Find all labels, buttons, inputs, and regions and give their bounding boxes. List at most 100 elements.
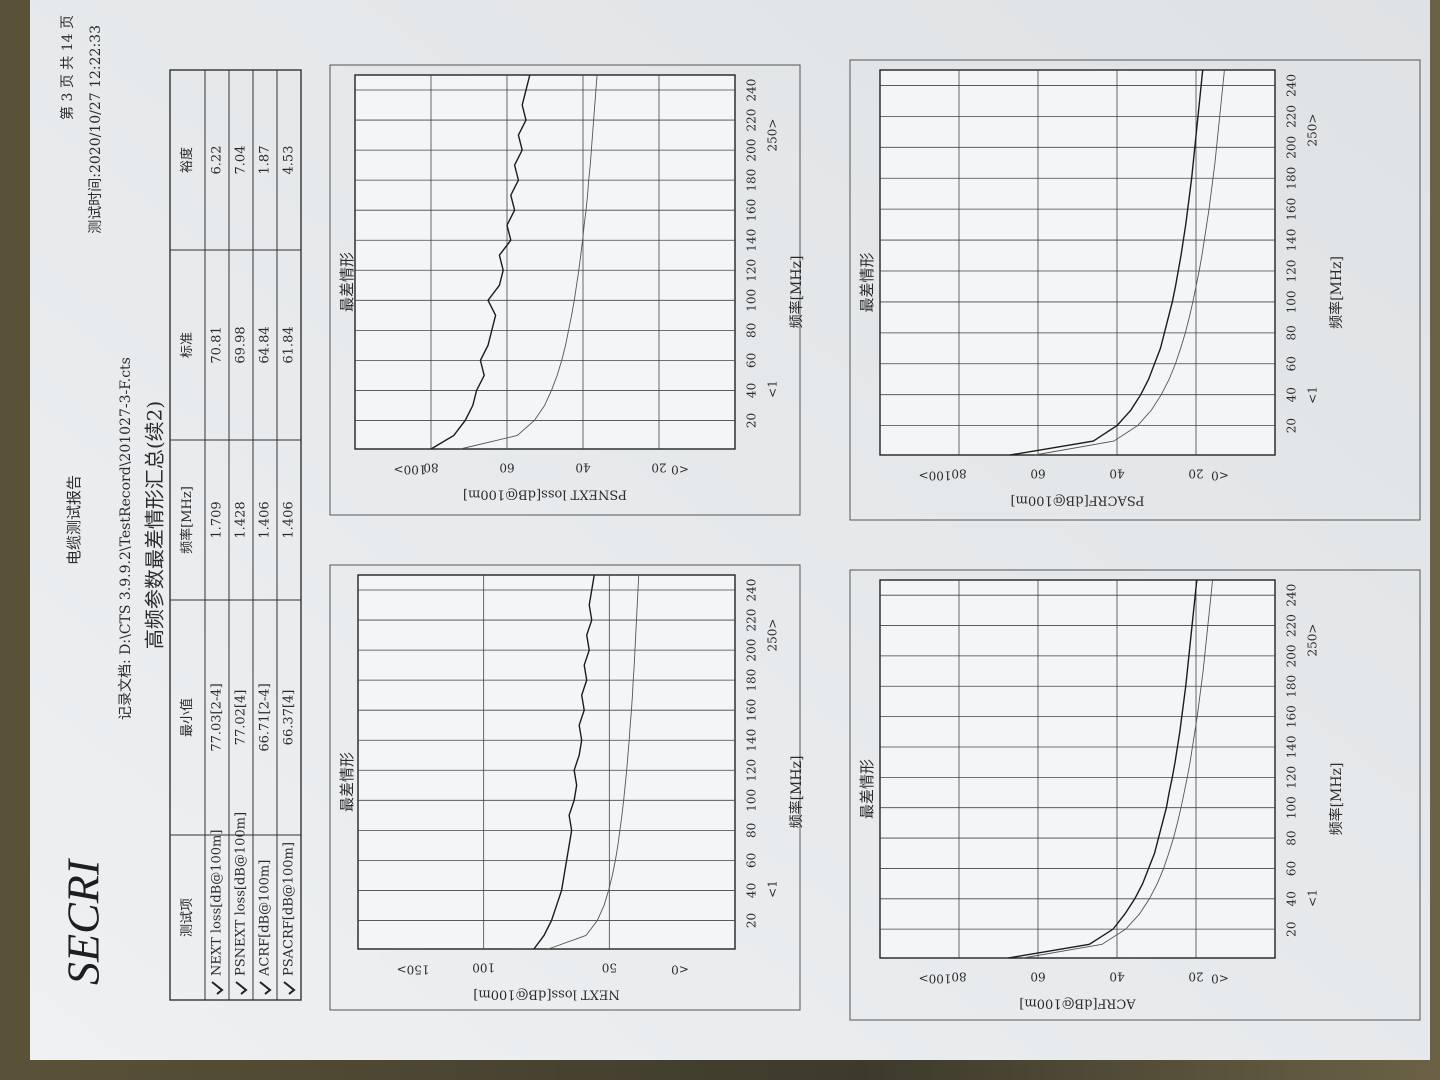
x-axis-label: 频率[MHz] <box>788 256 805 329</box>
plot-frame <box>357 574 736 950</box>
table-cell: PSACRF[dB@100m] <box>282 842 297 976</box>
x-tick-label: 100 <box>1285 796 1299 819</box>
x-tick-label: 120 <box>1285 260 1299 283</box>
chart-title: 最差情形 <box>338 252 356 312</box>
data-line <box>1034 69 1225 456</box>
table-header: 最小值 <box>179 698 195 737</box>
y-range-label: 150> <box>397 963 430 977</box>
table-cell: NEXT loss[dB@100m] <box>210 830 225 976</box>
x-tick-label: 80 <box>1285 325 1299 340</box>
table-cell: 1.406 <box>282 501 297 538</box>
y-axis-label: PSNEXT loss[dB@100m] <box>463 487 627 502</box>
x-tick-label: 100 <box>745 789 759 812</box>
plot-frame <box>879 69 1276 456</box>
y-tick-label: 60 <box>1030 467 1045 481</box>
y-range-label: <0 <box>671 463 689 477</box>
chart-title: 最差情形 <box>858 252 876 312</box>
table-cell: 77.02[4] <box>234 690 249 746</box>
x-tick-label: 200 <box>1285 644 1299 667</box>
x-tick-label: 80 <box>1285 830 1299 845</box>
x-range-label: 250> <box>766 119 780 152</box>
x-tick-label: 180 <box>1285 167 1299 190</box>
x-tick-label: 160 <box>1285 198 1299 221</box>
table-cell: 61.84 <box>282 326 297 363</box>
y-range-label: 100> <box>919 469 952 483</box>
table-cell: 64.84 <box>258 326 273 363</box>
y-tick-label: 80 <box>423 461 438 475</box>
y-tick-label: 20 <box>1188 970 1203 984</box>
table-cell: 7.04 <box>234 146 249 175</box>
y-tick-label: 20 <box>1188 467 1203 481</box>
check-icon <box>283 981 296 995</box>
x-tick-label: 240 <box>745 79 759 102</box>
y-range-label: 100> <box>394 463 427 477</box>
y-tick-label: 40 <box>575 461 590 475</box>
x-range-label: 250> <box>1306 624 1320 657</box>
x-axis-label: 频率[MHz] <box>1328 763 1345 836</box>
y-tick-label: 60 <box>499 461 514 475</box>
x-tick-label: 140 <box>745 729 759 752</box>
chart: 最差情形 <1 20 40 60 80 100 120 140 160 180 200 220 240 25… <box>849 59 1421 521</box>
x-tick-label: 140 <box>745 229 759 252</box>
y-tick-label: 60 <box>1030 970 1045 984</box>
x-tick-label: 180 <box>1285 675 1299 698</box>
table-frame <box>169 69 302 1001</box>
x-tick-label: 80 <box>745 823 759 838</box>
x-tick-label: 140 <box>1285 736 1299 759</box>
table-header: 标准 <box>180 332 195 358</box>
y-range-label: 100> <box>919 972 952 986</box>
y-tick-label: 50 <box>602 961 617 975</box>
x-tick-label: 100 <box>1285 290 1299 313</box>
y-range-label: <0 <box>1211 469 1229 483</box>
chart: 最差情形 <1 20 40 60 80 100 120 140 160 180 200 220 240 25… <box>329 64 805 516</box>
x-tick-label: 220 <box>1285 614 1299 637</box>
x-axis-label: 频率[MHz] <box>788 756 805 829</box>
x-tick-label: 220 <box>1285 105 1299 128</box>
x-tick-label: 120 <box>1285 766 1299 789</box>
chart-title: 最差情形 <box>338 752 356 812</box>
y-tick-label: 100 <box>472 961 495 975</box>
x-tick-label: 240 <box>1285 74 1299 97</box>
table-cell: 69.98 <box>234 326 249 363</box>
chart-title: 最差情形 <box>858 759 876 819</box>
data-line <box>1010 69 1204 456</box>
y-tick-label: 20 <box>651 461 666 475</box>
table-cell: PSNEXT loss[dB@100m] <box>234 812 249 976</box>
x-tick-label: 160 <box>1285 705 1299 728</box>
x-range-label: <1 <box>1306 386 1320 404</box>
x-range-label: <1 <box>1306 889 1320 907</box>
paper: 电缆测试报告 第 3 页 共 14 页 测试时间:2020/10/27 12:2… <box>30 0 1430 1060</box>
x-tick-label: 20 <box>1285 922 1299 937</box>
test-time: 测试时间:2020/10/27 12:22:33 <box>88 25 104 234</box>
y-tick-label: 80 <box>951 970 966 984</box>
charts: 最差情形 <1 20 40 60 80 100 120 140 160 180 200 220 240 25… <box>329 59 1421 1021</box>
x-tick-label: 20 <box>745 413 759 428</box>
table-cell: ACRF[dB@100m] <box>258 860 273 977</box>
report-page: 电缆测试报告 第 3 页 共 14 页 测试时间:2020/10/27 12:2… <box>30 0 1430 1060</box>
check-icon <box>211 981 224 995</box>
table-cell: 70.81 <box>210 326 225 363</box>
table-cell: 1.428 <box>234 501 249 538</box>
y-axis-label: PSACRF[dB@100m] <box>1011 493 1145 508</box>
x-tick-label: 160 <box>745 199 759 222</box>
table-cell: 77.03[2-4] <box>210 683 225 751</box>
x-tick-label: 40 <box>1285 891 1299 906</box>
x-tick-label: 200 <box>1285 136 1299 159</box>
x-tick-label: 180 <box>745 169 759 192</box>
x-tick-label: 60 <box>1285 356 1299 371</box>
table-cell: 66.37[4] <box>282 690 297 746</box>
y-range-label: <0 <box>671 963 689 977</box>
table-cell: 6.22 <box>210 146 225 175</box>
y-axis-label: NEXT loss[dB@100m] <box>473 987 619 1002</box>
x-tick-label: 160 <box>745 699 759 722</box>
x-tick-label: 140 <box>1285 229 1299 252</box>
x-tick-label: 40 <box>745 383 759 398</box>
plot-frame <box>879 579 1276 959</box>
chart-box <box>849 59 1421 521</box>
x-tick-label: 80 <box>745 323 759 338</box>
data-line <box>460 74 598 450</box>
x-tick-label: 240 <box>1285 584 1299 607</box>
chart: 最差情形 <1 20 40 60 80 100 120 140 160 180 200 220 240 25… <box>849 569 1421 1021</box>
summary-table: 测试项 最小值 频率[MHz] 标准 裕度 NEXT loss[dB@100m] 77.03… <box>169 69 302 1001</box>
